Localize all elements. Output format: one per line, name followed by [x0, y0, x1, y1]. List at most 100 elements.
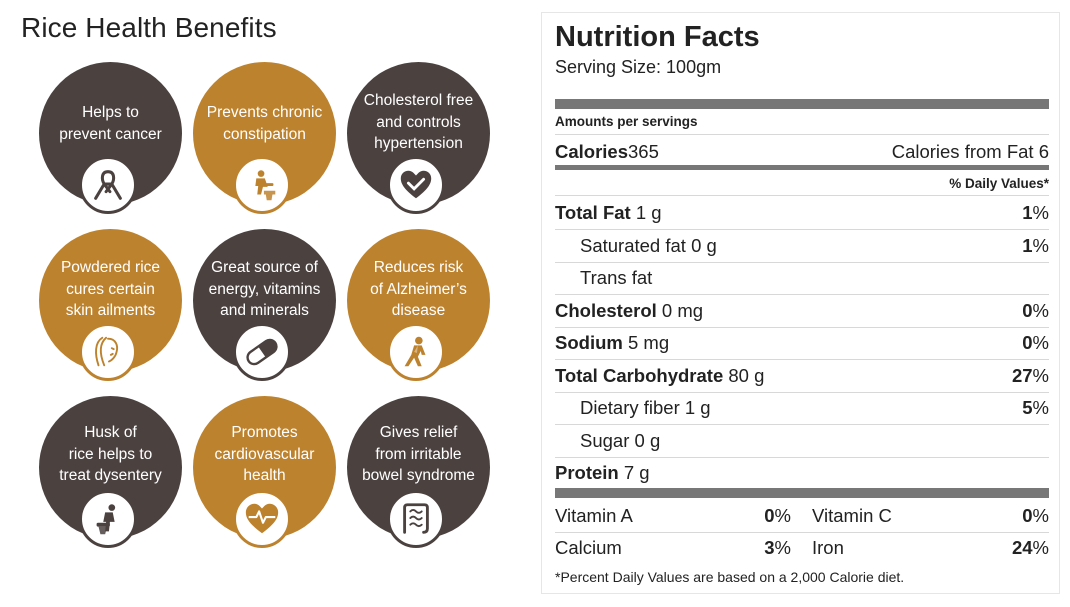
- daily-value-percent: %: [1032, 202, 1049, 223]
- nutrient-amount: 7 g: [618, 462, 650, 483]
- daily-value-number: 27: [1011, 364, 1033, 386]
- divider: [555, 134, 1049, 135]
- vitamin-percent-number: 0: [764, 505, 775, 526]
- divider: [555, 261, 1049, 263]
- daily-value: 1%: [1022, 235, 1049, 257]
- vitamin-percent-sign: %: [1032, 505, 1049, 526]
- heartbeat-icon: [233, 490, 291, 548]
- daily-value-number: 1: [1022, 234, 1033, 256]
- capsule-icon: [233, 323, 291, 381]
- nutrient-name: Dietary fiber: [580, 397, 680, 418]
- divider: [555, 326, 1049, 328]
- vitamin-percent: 3%: [764, 537, 791, 559]
- thick-divider: [555, 488, 1049, 498]
- vitamin-name: Iron: [812, 537, 844, 558]
- daily-value: 0%: [1022, 300, 1049, 322]
- daily-value-percent: %: [1032, 234, 1049, 256]
- vitamin-name: Calcium: [555, 537, 622, 558]
- benefit-text: Reduces risk of Alzheimer’s disease: [370, 259, 467, 319]
- nutrient-name: Cholesterol: [555, 299, 657, 321]
- toilet-person-icon: [233, 156, 291, 214]
- footnote: *Percent Daily Values are based on a 2,0…: [555, 569, 905, 585]
- nutrient-amount: 5 mg: [622, 332, 670, 353]
- woman-face-icon: [79, 323, 137, 381]
- benefit-text: Gives relief from irritable bowel syndro…: [362, 424, 475, 484]
- calories-from-fat: Calories from Fat 6: [891, 141, 1049, 162]
- daily-value-percent: %: [1032, 299, 1049, 321]
- divider: [555, 391, 1049, 393]
- divider: [555, 532, 1049, 533]
- vitamin-percent-sign: %: [1032, 537, 1049, 558]
- divider: [555, 294, 1049, 295]
- vitamin-item: Vitamin A 0%: [555, 505, 791, 527]
- intestine-icon: [387, 490, 445, 548]
- nutrient-amount: 80 g: [723, 364, 765, 386]
- daily-value: 5%: [1022, 397, 1049, 419]
- benefit-circle: Cholesterol free and controls hypertensi…: [347, 62, 490, 214]
- nutrient-amount: 0 mg: [656, 299, 704, 321]
- nutrient-name: Saturated fat: [580, 234, 686, 256]
- nutrition-title: Nutrition Facts: [555, 21, 760, 53]
- daily-value: 1%: [1022, 202, 1049, 224]
- vitamin-percent: 0%: [1022, 505, 1049, 527]
- benefit-circle: Helps to prevent cancer: [39, 62, 182, 214]
- nutrient-amount: 0 g: [629, 429, 661, 451]
- benefit-circle: Reduces risk of Alzheimer’s disease: [347, 229, 490, 381]
- calories-label: Calories: [555, 141, 629, 162]
- vitamin-percent-sign: %: [774, 537, 791, 558]
- daily-values-label: % Daily Values*: [949, 176, 1049, 191]
- benefit-text: Helps to prevent cancer: [59, 104, 162, 143]
- medium-divider: [555, 165, 1049, 170]
- benefit-text: Cholesterol free and controls hypertensi…: [363, 92, 474, 152]
- vitamin-percent: 24%: [1012, 537, 1049, 559]
- vitamin-item: Vitamin C 0%: [812, 505, 1049, 527]
- vitamin-percent-sign: %: [774, 505, 791, 526]
- vitamin-percent-number: 0: [1022, 505, 1033, 526]
- benefit-circle: Great source of energy, vitamins and min…: [193, 229, 336, 381]
- divider: [555, 359, 1049, 360]
- thick-divider: [555, 99, 1049, 109]
- nutrient-amount: 0 g: [685, 234, 717, 256]
- vitamin-name: Vitamin A: [555, 505, 633, 526]
- benefits-grid: Helps to prevent cancer Prevents chronic…: [39, 62, 495, 562]
- vitamin-percent-number: 24: [1011, 537, 1033, 558]
- nutrient-name: Protein: [555, 462, 619, 483]
- nutrient-name: Trans fat: [580, 267, 653, 288]
- benefit-circle: Powdered rice cures certain skin ailment…: [39, 229, 182, 381]
- thinking-person-icon: [387, 323, 445, 381]
- vitamin-percent: 0%: [764, 505, 791, 527]
- nutrient-name: Sugar: [580, 429, 630, 451]
- daily-value-percent: %: [1032, 332, 1049, 353]
- heart-check-icon: [387, 156, 445, 214]
- divider: [555, 456, 1049, 458]
- daily-value-number: 0: [1022, 332, 1033, 353]
- page-title: Rice Health Benefits: [21, 12, 277, 43]
- benefit-text: Prevents chronic constipation: [206, 104, 323, 143]
- divider: [555, 424, 1049, 425]
- vitamin-item: Calcium 3%: [555, 537, 791, 559]
- vitamin-percent-number: 3: [764, 537, 775, 558]
- vitamin-item: Iron 24%: [812, 537, 1049, 559]
- nutrient-name: Total Fat: [555, 202, 631, 223]
- benefit-circle: Husk of rice helps to treat dysentery: [39, 396, 182, 548]
- benefit-text: Promotes cardiovascular health: [214, 424, 315, 484]
- benefit-text: Powdered rice cures certain skin ailment…: [60, 259, 161, 319]
- daily-value-percent: %: [1032, 397, 1049, 418]
- divider: [555, 195, 1049, 196]
- serving-size: Serving Size: 100gm: [555, 57, 722, 77]
- nutrition-facts-panel: Nutrition Facts Serving Size: 100gm Amou…: [541, 12, 1060, 594]
- benefit-text: Great source of energy, vitamins and min…: [208, 259, 321, 319]
- daily-value: 0%: [1022, 332, 1049, 354]
- nutrient-amount: 1 g: [630, 202, 662, 223]
- daily-value-number: 0: [1022, 299, 1033, 321]
- daily-value-number: 5: [1022, 397, 1033, 418]
- benefit-circle: Gives relief from irritable bowel syndro…: [347, 396, 490, 548]
- vitamin-name: Vitamin C: [812, 505, 892, 526]
- calories-value: 365: [628, 141, 659, 162]
- amounts-label: Amounts per servings: [555, 114, 698, 129]
- daily-value: 27%: [1012, 365, 1049, 387]
- daily-value-number: 1: [1022, 202, 1033, 223]
- divider: [555, 229, 1049, 230]
- nutrient-name: Sodium: [555, 332, 623, 353]
- daily-value-percent: %: [1032, 364, 1049, 386]
